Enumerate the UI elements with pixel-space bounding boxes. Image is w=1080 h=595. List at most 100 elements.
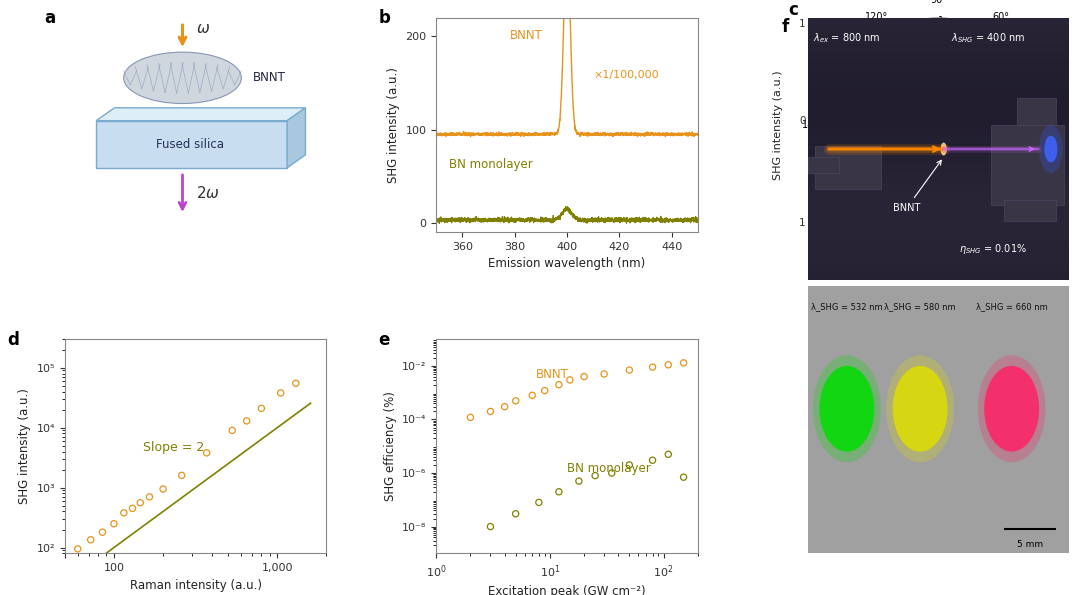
Point — [603, 468, 620, 478]
Point — [272, 388, 289, 397]
Point — [675, 472, 692, 482]
Bar — [808, 54, 1069, 63]
Bar — [808, 286, 1069, 553]
Point — [173, 471, 190, 480]
Text: λ_SHG = 580 nm: λ_SHG = 580 nm — [885, 302, 956, 311]
Text: $2\omega$: $2\omega$ — [195, 185, 219, 201]
X-axis label: Emission wavelength (nm): Emission wavelength (nm) — [488, 257, 646, 270]
Point — [132, 498, 149, 508]
Text: BN monolayer: BN monolayer — [449, 158, 534, 171]
Bar — [808, 71, 1069, 81]
Point — [562, 375, 579, 385]
Text: SHG intensity (a.u.): SHG intensity (a.u.) — [773, 70, 783, 180]
Point — [69, 544, 86, 553]
Bar — [808, 262, 1069, 271]
Point — [644, 362, 661, 372]
Point — [462, 412, 480, 422]
Bar — [808, 8, 1069, 18]
Circle shape — [941, 143, 947, 155]
Ellipse shape — [123, 52, 241, 104]
Ellipse shape — [893, 366, 947, 452]
X-axis label: Excitation peak (GW cm⁻²): Excitation peak (GW cm⁻²) — [488, 585, 646, 595]
Bar — [808, 26, 1069, 36]
Bar — [808, 17, 1069, 27]
Polygon shape — [96, 108, 306, 121]
Point — [570, 477, 588, 486]
Text: BNNT: BNNT — [253, 71, 286, 84]
Bar — [808, 252, 1069, 262]
Bar — [808, 162, 1069, 172]
Bar — [990, 125, 1064, 205]
Text: $\eta_{SHG}$ = 0.01%: $\eta_{SHG}$ = 0.01% — [959, 242, 1027, 256]
Text: 1: 1 — [799, 218, 806, 228]
Bar — [808, 90, 1069, 99]
Y-axis label: SHG efficiency (%): SHG efficiency (%) — [383, 392, 396, 501]
X-axis label: Raman intensity (a.u.): Raman intensity (a.u.) — [130, 578, 261, 591]
Point — [106, 519, 123, 528]
Bar — [808, 45, 1069, 54]
Point — [660, 360, 677, 369]
Bar — [808, 243, 1069, 253]
Bar — [808, 207, 1069, 217]
Text: Fused silica: Fused silica — [157, 137, 225, 151]
Point — [94, 528, 111, 537]
Point — [198, 448, 215, 458]
Bar — [808, 198, 1069, 208]
Bar — [808, 80, 1069, 90]
Text: $\lambda_{ex}$ = 800 nm: $\lambda_{ex}$ = 800 nm — [813, 31, 880, 45]
Point — [675, 358, 692, 368]
Bar — [808, 217, 1069, 226]
Circle shape — [1039, 125, 1063, 173]
Bar — [808, 157, 839, 173]
Point — [621, 365, 638, 375]
Bar — [808, 234, 1069, 244]
Text: e: e — [379, 331, 390, 349]
Text: b: b — [379, 10, 391, 27]
Bar — [808, 189, 1069, 199]
Text: $\omega$: $\omega$ — [195, 21, 210, 36]
Point — [124, 503, 141, 513]
Point — [482, 522, 499, 531]
Text: $\lambda_{SHG}$ = 400 nm: $\lambda_{SHG}$ = 400 nm — [951, 31, 1026, 45]
Point — [287, 378, 305, 388]
Point — [660, 450, 677, 459]
Point — [482, 406, 499, 416]
Point — [224, 425, 241, 435]
Text: a: a — [44, 10, 55, 27]
Text: λ_SHG = 660 nm: λ_SHG = 660 nm — [976, 302, 1048, 311]
Bar — [808, 126, 1069, 136]
Text: ×1/100,000: ×1/100,000 — [593, 70, 659, 80]
Point — [140, 492, 158, 502]
Bar — [808, 99, 1069, 108]
Bar — [1003, 200, 1056, 221]
Point — [524, 390, 541, 400]
Bar — [808, 135, 1069, 145]
Point — [496, 402, 513, 412]
Text: Slope = 2: Slope = 2 — [144, 440, 204, 453]
Point — [238, 416, 255, 425]
Bar — [808, 108, 1069, 117]
Point — [253, 403, 270, 413]
Point — [536, 386, 553, 395]
Polygon shape — [287, 108, 306, 168]
Bar — [815, 146, 881, 189]
Bar — [808, 271, 1069, 280]
Circle shape — [1044, 136, 1057, 162]
Bar — [808, 117, 1069, 126]
Point — [644, 456, 661, 465]
Y-axis label: SHG intensity (a.u.): SHG intensity (a.u.) — [387, 67, 400, 183]
Text: λ_SHG = 532 nm: λ_SHG = 532 nm — [811, 302, 882, 311]
Ellipse shape — [977, 355, 1045, 462]
Text: BNNT: BNNT — [893, 160, 942, 212]
Text: BNNT: BNNT — [510, 29, 542, 42]
Bar — [808, 226, 1069, 235]
Bar — [1017, 98, 1056, 125]
Bar — [808, 171, 1069, 181]
Point — [116, 508, 133, 518]
Bar — [808, 144, 1069, 154]
Ellipse shape — [820, 366, 875, 452]
Point — [82, 535, 99, 544]
Polygon shape — [96, 121, 287, 168]
Text: BNNT: BNNT — [536, 368, 568, 381]
Ellipse shape — [984, 366, 1039, 452]
